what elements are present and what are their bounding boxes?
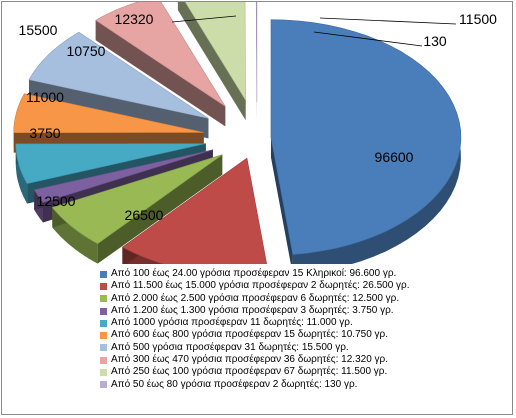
data-label: 10750	[67, 43, 106, 59]
legend-label: Από 2.000 έως 2.500 γρόσια προσέφεραν 6 …	[111, 292, 400, 304]
data-label: 12500	[37, 193, 76, 209]
legend-swatch	[100, 356, 107, 364]
legend-label: Από 1000 γρόσια προσέφεραν 11 δωρητές: 1…	[111, 317, 353, 329]
pie-slice-1	[270, 19, 462, 264]
legend-label: Από 600 έως 800 γρόσια προσέφεραν 15 δωρ…	[111, 329, 389, 341]
legend-swatch	[100, 344, 107, 352]
leader-line	[171, 15, 237, 23]
slice-edge	[34, 149, 213, 210]
legend-item: Από 100 έως 24.00 γρόσια προσέφεραν 15 Κ…	[100, 268, 510, 280]
data-label: 96600	[375, 149, 414, 165]
slice-top	[121, 157, 268, 264]
slice-edge	[177, 2, 246, 121]
legend-label: Από 500 γρόσια προσέφεραν 31 δωρητές: 15…	[111, 341, 349, 353]
slice-top	[51, 154, 223, 245]
legend-swatch	[100, 381, 107, 389]
legend-item: Από 2.000 έως 2.500 γρόσια προσέφεραν 6 …	[100, 293, 510, 305]
slice-top	[270, 19, 462, 255]
legend-item: Από 250 έως 100 γρόσια προσέφεραν 67 δωρ…	[100, 366, 510, 378]
data-label: 11000	[26, 89, 64, 105]
leader-line	[313, 31, 423, 47]
data-label: 26500	[125, 207, 164, 223]
legend-swatch	[100, 270, 107, 278]
legend-item: Από 600 έως 800 γρόσια προσέφεραν 15 δωρ…	[100, 329, 510, 341]
legend-item: Από 1.200 έως 1.300 γρόσια προσέφεραν 3 …	[100, 305, 510, 317]
legend-swatch	[100, 295, 107, 303]
slice-top	[184, 2, 246, 102]
legend-label: Από 50 έως 80 γρόσια προσέφεραν 2 δωρητέ…	[111, 378, 358, 390]
pie-slice-8	[95, 2, 226, 127]
data-label: 15500	[19, 22, 58, 38]
slice-top	[95, 2, 226, 107]
legend-swatch	[100, 319, 107, 327]
legend-label: Από 11.500 έως 15.000 γρόσια προσέφεραν …	[111, 280, 410, 292]
legend-label: Από 300 έως 470 γρόσια προσέφεραν 36 δωρ…	[111, 354, 389, 366]
legend-swatch	[100, 307, 107, 315]
legend: Από 100 έως 24.00 γρόσια προσέφεραν 15 Κ…	[100, 268, 510, 391]
legend-item: Από 1000 γρόσια προσέφεραν 11 δωρητές: 1…	[100, 317, 510, 329]
data-label: 11500	[459, 11, 497, 27]
pie-chart: 96600 26500 12500 3750 11000 10750 15500 12320 1…	[13, 2, 497, 264]
legend-label: Από 1.200 έως 1.300 γρόσια προσέφεραν 3 …	[111, 304, 394, 316]
pie-slice-2	[121, 157, 268, 264]
slice-edge	[270, 137, 293, 264]
legend-item: Από 500 γρόσια προσέφεραν 31 δωρητές: 15…	[100, 342, 510, 354]
data-label: 3750	[29, 125, 60, 141]
pie-slice-9	[177, 2, 246, 121]
slice-top	[28, 31, 209, 119]
legend-swatch	[100, 332, 107, 340]
legend-label: Από 100 έως 24.00 γρόσια προσέφεραν 15 Κ…	[111, 268, 397, 279]
legend-item: Από 50 έως 80 γρόσια προσέφεραν 2 δωρητέ…	[100, 379, 510, 391]
leader-line	[319, 17, 457, 25]
legend-label: Από 250 έως 100 γρόσια προσέφεραν 67 δωρ…	[111, 366, 388, 378]
legend-item: Από 300 έως 470 γρόσια προσέφεραν 36 δωρ…	[100, 354, 510, 366]
slice-edge	[95, 20, 226, 127]
slice-side	[15, 143, 28, 204]
slice-side	[122, 247, 164, 264]
data-label: 130	[423, 33, 447, 49]
slice-top	[15, 143, 206, 184]
legend-item: Από 11.500 έως 15.000 γρόσια προσέφεραν …	[100, 280, 510, 292]
data-label: 12320	[115, 11, 154, 27]
legend-swatch	[100, 282, 107, 290]
slice-top	[13, 93, 204, 134]
slice-top	[255, 2, 258, 103]
pie-slice-3	[51, 154, 223, 264]
legend-swatch	[100, 369, 107, 377]
slice-top	[33, 149, 213, 203]
pie-slice-10	[255, 2, 258, 123]
